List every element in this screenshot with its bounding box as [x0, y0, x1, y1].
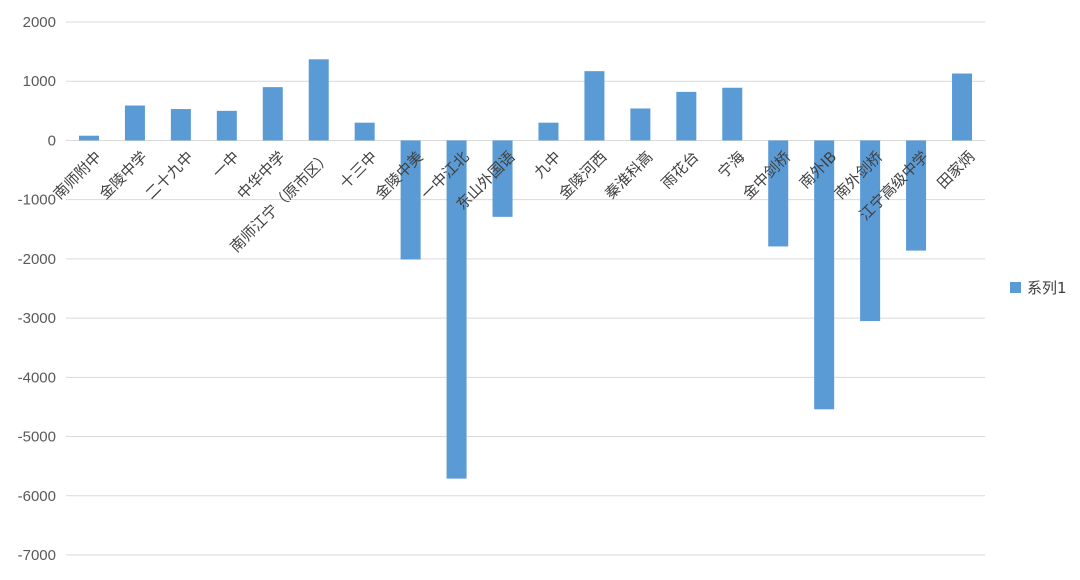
bar — [78, 135, 99, 141]
category-label: 一中 — [209, 148, 243, 182]
bar — [676, 91, 697, 141]
y-tick-label: -7000 — [18, 547, 56, 564]
bar — [354, 122, 375, 141]
legend: 系列1 — [1010, 279, 1067, 297]
bar — [216, 110, 237, 141]
category-label: 二十九中 — [142, 148, 197, 203]
legend-swatch — [1010, 282, 1021, 293]
y-tick-label: -4000 — [18, 369, 56, 386]
bar — [722, 87, 743, 141]
y-tick-label: -3000 — [18, 310, 56, 327]
bar — [860, 140, 881, 322]
y-tick-label: -2000 — [18, 251, 56, 268]
legend-label: 系列1 — [1027, 279, 1067, 297]
bar — [400, 140, 421, 260]
bar — [768, 140, 789, 247]
gridlines — [66, 21, 985, 556]
category-label: 雨花台 — [658, 148, 703, 193]
bar — [262, 87, 283, 141]
category-label: 宁海 — [714, 148, 748, 182]
category-label: 南师附中 — [50, 148, 105, 203]
y-tick-label: 2000 — [23, 14, 56, 31]
bar — [814, 140, 835, 410]
bar — [308, 59, 329, 141]
category-label: 田家炳 — [933, 148, 978, 193]
y-tick-label: -1000 — [18, 192, 56, 209]
category-label: 金陵中学 — [96, 148, 151, 203]
bar — [124, 105, 145, 141]
bar — [170, 109, 191, 141]
y-tick-label: 0 — [48, 132, 56, 149]
bar — [630, 108, 651, 141]
bars — [78, 59, 973, 479]
category-label: 秦淮科高 — [601, 148, 656, 203]
y-tick-label: 1000 — [23, 73, 56, 90]
bar — [952, 73, 973, 141]
bar — [492, 140, 513, 217]
category-label: 十三中 — [336, 148, 381, 193]
y-tick-label: -5000 — [18, 429, 56, 446]
category-label: 九中 — [531, 148, 565, 182]
y-axis-tick-labels: 2000 1000 0 -1000 -2000 -3000 -4000 -5000 -6000 -… — [18, 14, 56, 564]
y-tick-label: -6000 — [18, 488, 56, 505]
bar — [584, 71, 605, 141]
bar — [906, 140, 927, 251]
category-label: 金陵河西 — [555, 148, 610, 203]
bar — [446, 140, 467, 479]
bar — [538, 122, 559, 141]
